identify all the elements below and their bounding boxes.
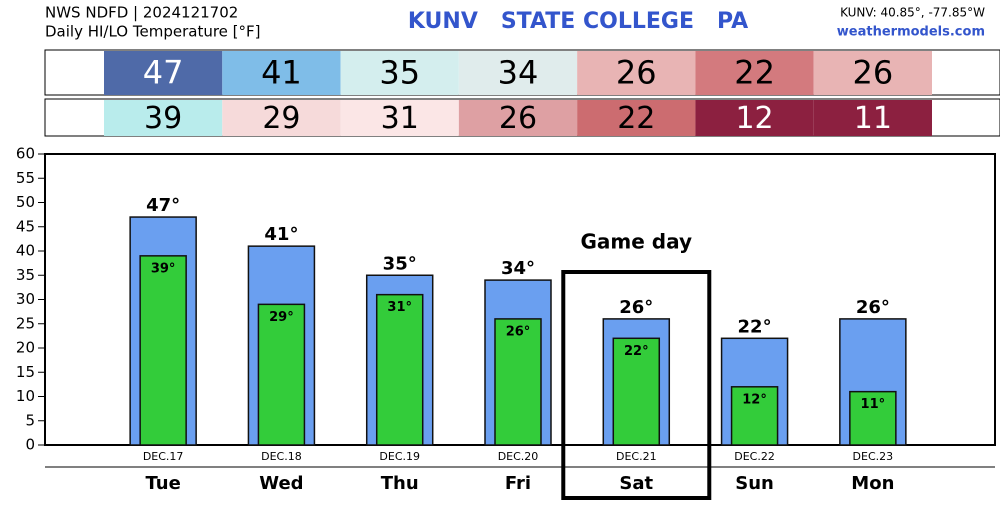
- table-cell: [577, 100, 696, 136]
- table-cell: [340, 51, 459, 95]
- y-tick-label: 35: [16, 266, 35, 284]
- weekday-label: Sat: [619, 473, 653, 494]
- bar: [257, 303, 306, 446]
- weekday-label: Fri: [505, 473, 531, 494]
- annotation: Game day: [581, 230, 693, 254]
- weekday-label: Mon: [851, 473, 894, 494]
- value-label: 22°: [624, 344, 649, 359]
- location: KUNV: 40.85°, -77.85°W: [840, 6, 985, 20]
- bar: [612, 337, 661, 446]
- table-cell: [813, 100, 932, 136]
- value-label: 26°: [506, 324, 531, 339]
- table-value: 34: [498, 54, 539, 92]
- table-value: 22: [617, 101, 655, 136]
- y-tick-label: 60: [16, 145, 35, 163]
- site: weathermodels.com: [837, 25, 985, 40]
- table-value: 31: [381, 101, 419, 136]
- x-tick-label: DEC.23: [853, 450, 894, 463]
- table-value: 47: [143, 54, 184, 92]
- chart-title: KUNV STATE COLLEGE PA: [408, 9, 748, 34]
- value-label: 12°: [742, 392, 767, 407]
- weekday-label: Sun: [735, 473, 774, 494]
- x-tick-label: DEC.20: [498, 450, 539, 463]
- table-cell: [104, 100, 223, 136]
- value-label: 29°: [269, 310, 294, 325]
- value-label: 34°: [501, 258, 535, 279]
- source: NWS NDFD | 2024121702: [45, 4, 238, 22]
- table-cell: [458, 51, 578, 95]
- y-tick-label: 55: [16, 169, 35, 187]
- table-cell: [222, 100, 341, 136]
- bar: [849, 390, 897, 446]
- x-tick-label: DEC.19: [379, 450, 420, 463]
- table-value: 26: [852, 54, 893, 92]
- y-tick-label: 15: [16, 363, 35, 381]
- x-tick-label: DEC.22: [734, 450, 775, 463]
- y-tick-label: 5: [25, 411, 35, 429]
- y-tick-label: 30: [16, 290, 35, 308]
- value-label: 41°: [264, 224, 298, 245]
- weekday-label: Wed: [259, 473, 303, 494]
- subtitle: Daily HI/LO Temperature [°F]: [45, 23, 261, 41]
- table-cell: [340, 100, 459, 136]
- value-label: 47°: [146, 195, 180, 216]
- x-tick-label: DEC.21: [616, 450, 657, 463]
- weekday-label: Thu: [381, 473, 419, 494]
- table-value: 29: [262, 101, 300, 136]
- x-tick-label: DEC.17: [143, 450, 184, 463]
- table-value: 11: [854, 101, 892, 136]
- table-cell: [577, 51, 696, 95]
- y-tick-label: 20: [16, 339, 35, 357]
- x-tick-label: DEC.18: [261, 450, 302, 463]
- value-label: 26°: [619, 297, 653, 318]
- weekday-label: Tue: [145, 473, 180, 494]
- table-value: 35: [379, 54, 420, 92]
- value-label: 35°: [383, 253, 417, 274]
- value-label: 11°: [861, 397, 886, 412]
- table-cell: [104, 51, 223, 95]
- y-tick-label: 25: [16, 314, 35, 332]
- bar: [730, 386, 779, 446]
- table-value: 41: [261, 54, 302, 92]
- y-tick-label: 0: [25, 436, 35, 454]
- bar: [494, 318, 542, 446]
- y-tick-label: 50: [16, 193, 35, 211]
- table-cell: [695, 100, 814, 136]
- value-label: 31°: [387, 300, 412, 315]
- table-value: 12: [735, 101, 773, 136]
- y-tick-label: 40: [16, 242, 35, 260]
- table-cell: [813, 51, 932, 95]
- table-cell: [458, 100, 578, 136]
- table-value: 26: [499, 101, 537, 136]
- bar: [139, 255, 187, 446]
- y-tick-label: 45: [16, 217, 35, 235]
- table-value: 26: [616, 54, 657, 92]
- value-label: 26°: [856, 297, 890, 318]
- bar: [375, 293, 424, 446]
- y-tick-label: 10: [16, 387, 35, 405]
- value-label: 22°: [738, 316, 772, 337]
- table-value: 22: [734, 54, 775, 92]
- value-label: 39°: [151, 261, 176, 276]
- highlight-box: [561, 270, 712, 500]
- table-value: 39: [144, 101, 182, 136]
- table-cell: [695, 51, 814, 95]
- table-cell: [222, 51, 341, 95]
